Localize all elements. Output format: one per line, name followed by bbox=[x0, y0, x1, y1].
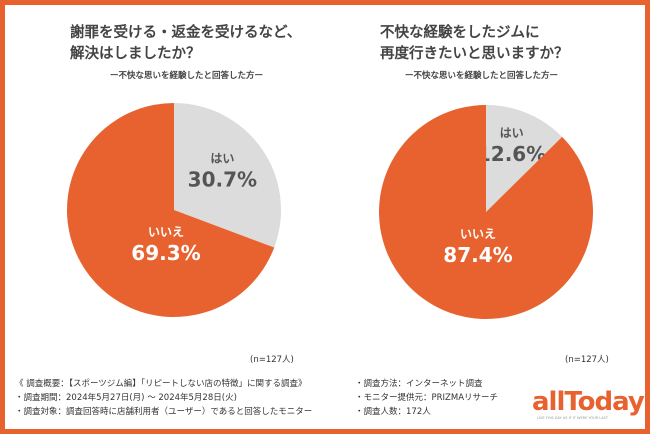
chart1-title: 謝罪を受ける・返金を受けるなど、 解決はしましたか？ bbox=[70, 23, 301, 65]
slice-category-label: はい bbox=[210, 151, 234, 165]
pie-slice-no bbox=[67, 103, 275, 317]
title-line: 謝罪を受ける・返金を受けるなど、 bbox=[70, 25, 302, 41]
logo-tagline: LIVE THIS DAY AS IF IT WERE YOUR LAST bbox=[537, 416, 609, 420]
slice-category-label: はい bbox=[500, 126, 524, 140]
pie-slice-yes bbox=[486, 105, 563, 212]
chart1-subtitle: ー不快な思いを経験したと回答した方ー bbox=[110, 71, 264, 81]
pie-charts: はい 30.7% いいえ 69.3% はい 12.6% いいえ 87.4% bbox=[67, 103, 594, 319]
footer-left: 《 調査概要：【スポーツジム編】「リピートしない店の特徴」に関する調査》 ・調査… bbox=[15, 377, 312, 419]
chart2-sample-size: (n=127人) bbox=[565, 355, 609, 365]
slice-category-label: いいえ bbox=[148, 225, 184, 239]
slice-value-label: 69.3% bbox=[131, 241, 200, 265]
slice-value-label: 12.6% bbox=[477, 142, 546, 166]
chart2-title: 不快な経験をしたジムに再度行きたいと思いますか？ bbox=[380, 23, 569, 65]
survey-period: ・調査期間：2024年5月27日(月) ～ 2024年5月28日(火) bbox=[15, 393, 237, 403]
slice-category-label: いいえ bbox=[460, 227, 496, 241]
pie-slice-no bbox=[379, 105, 594, 319]
alltoday-logo: allToday bbox=[532, 387, 645, 417]
survey-target: ・調査対象：調査回答時に店舗利用者（ユーザー）であると回答したモニター bbox=[15, 407, 313, 417]
monitor-provider: ・モニター提供元：PRIZMAリサーチ bbox=[355, 393, 499, 403]
slice-value-label: 30.7% bbox=[188, 167, 257, 191]
chart2-subtitle: ー不快な思いを経験したと回答した方ー bbox=[405, 71, 559, 81]
chart1-sample-size: (n=127人) bbox=[250, 355, 294, 365]
survey-method: ・調査方法：インターネット調査 bbox=[355, 379, 483, 389]
slice-value-label: 87.4% bbox=[443, 243, 512, 267]
title-line: 不快な経験をしたジムに bbox=[380, 25, 540, 41]
title-line: 解決はしましたか？ bbox=[70, 46, 201, 62]
footer-right: ・調査方法：インターネット調査 ・モニター提供元：PRIZMAリサーチ ・調査人… bbox=[355, 377, 498, 419]
survey-count: ・調査人数：172人 bbox=[355, 407, 431, 417]
survey-overview: 《 調査概要：【スポーツジム編】「リピートしない店の特徴」に関する調査》 bbox=[15, 379, 307, 389]
pie-slice-yes bbox=[174, 103, 282, 248]
title-line: 再度行きたいと思いますか？ bbox=[380, 46, 569, 62]
